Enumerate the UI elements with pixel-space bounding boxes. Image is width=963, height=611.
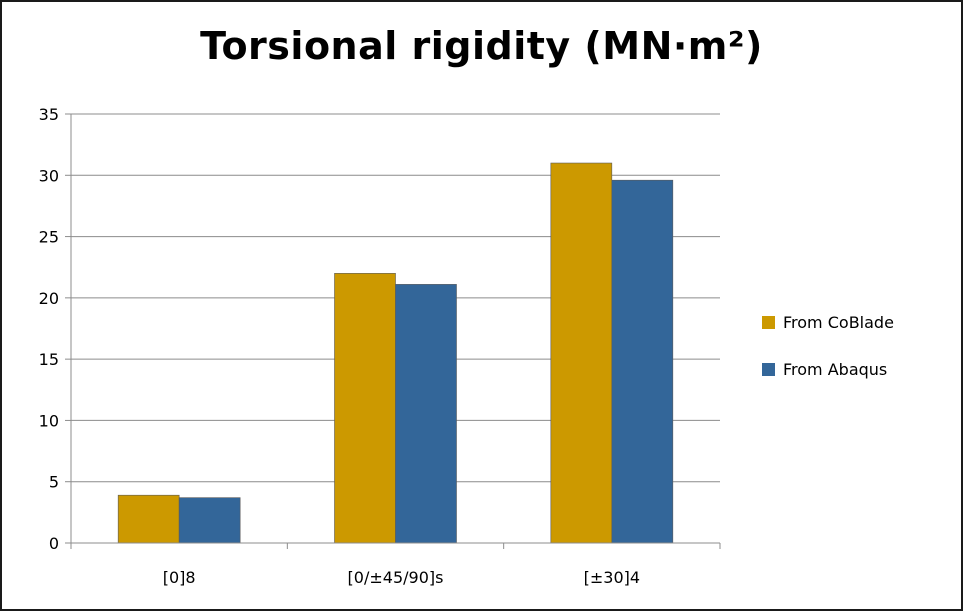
bar-from-coblade [117, 494, 180, 544]
axes [65, 113, 721, 549]
x-tick-label: [0/±45/90]s [348, 568, 444, 587]
y-tick-label: 25 [39, 228, 59, 247]
y-tick-label: 0 [49, 534, 59, 553]
bar-from-coblade [334, 273, 396, 544]
legend-label: From CoBlade [783, 313, 894, 332]
chart-title: Torsional rigidity (MN·m²) [200, 24, 763, 68]
y-tick-label: 15 [39, 350, 59, 369]
y-tick-label: 10 [39, 411, 59, 430]
x-tick-label: [0]8 [163, 568, 196, 587]
y-tick-label: 20 [39, 289, 59, 308]
bar-from-abaqus [178, 497, 241, 544]
bar-from-coblade [550, 162, 613, 544]
legend-label: From Abaqus [783, 360, 887, 379]
bar-from-abaqus [395, 284, 457, 544]
y-tick-label: 30 [39, 166, 59, 185]
y-tick-labels: 0 5 10 15 20 25 30 35 [39, 105, 59, 553]
x-tick-label: [±30]4 [584, 568, 640, 587]
legend: From CoBlade From Abaqus [762, 313, 894, 379]
y-tick-label: 35 [39, 105, 59, 124]
bar-from-abaqus [611, 179, 674, 544]
x-tick-labels: [0]8 [0/±45/90]s [±30]4 [163, 568, 640, 587]
legend-swatch [762, 363, 775, 376]
bars [117, 162, 674, 544]
legend-swatch [762, 316, 775, 329]
y-tick-label: 5 [49, 473, 59, 492]
